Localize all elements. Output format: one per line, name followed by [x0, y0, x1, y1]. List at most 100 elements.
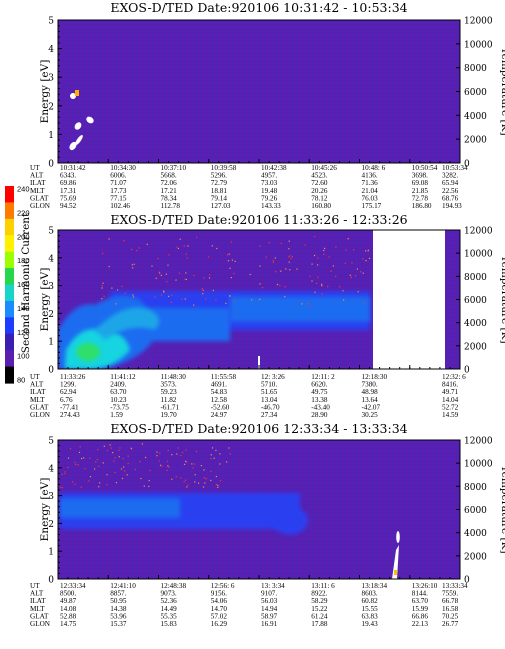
- table-cell: 6006.: [110, 172, 126, 180]
- table-cell: 14.59: [442, 411, 459, 419]
- table-cell: 77.15: [110, 194, 127, 202]
- table-cell: 62.94: [60, 388, 77, 396]
- table-cell: 274.43: [60, 411, 80, 419]
- spectrogram-speckle: [124, 292, 126, 294]
- table-row-label: GLAT: [30, 403, 49, 411]
- spectrogram-feature: [392, 545, 399, 579]
- spectrogram-speckle: [74, 461, 76, 463]
- y2-tick-label: 6000: [464, 506, 487, 516]
- spectrogram-speckle: [61, 473, 63, 475]
- table-cell: 11:33:26: [60, 373, 86, 381]
- y2-tick-label: 8000: [464, 483, 487, 493]
- spectrogram-speckle: [134, 468, 136, 471]
- spectrogram-speckle: [219, 480, 222, 482]
- y-tick-label: 2: [48, 310, 54, 320]
- spectrogram-speckle: [185, 449, 187, 451]
- table-cell: 14.49: [161, 605, 178, 613]
- table-cell: 17.31: [60, 187, 77, 195]
- spectrogram-speckle: [288, 240, 290, 242]
- spectrogram-speckle: [102, 462, 104, 464]
- table-cell: 9073.: [161, 590, 177, 598]
- table-cell: 78.34: [161, 194, 178, 202]
- panel-title: EXOS-D/TED Date:920106 11:33:26 - 12:33:…: [110, 212, 407, 227]
- spectrogram-speckle: [133, 263, 135, 265]
- y2-axis-label: Temperature [K]: [499, 47, 505, 135]
- table-cell: 14.04: [442, 396, 459, 404]
- spectrogram-speckle: [67, 457, 70, 459]
- table-cell: 4523.: [311, 172, 327, 180]
- spectrogram-speckle: [259, 298, 261, 300]
- table-cell: 14.75: [60, 620, 77, 628]
- colorbar-swatch: [5, 218, 14, 236]
- table-cell: 15.99: [412, 605, 429, 613]
- spectrogram-speckle: [328, 256, 330, 258]
- spectrogram-speckle: [317, 257, 319, 259]
- spectrogram-speckle: [74, 483, 76, 485]
- spectrogram-speckle: [176, 246, 178, 248]
- table-cell: 58.97: [261, 612, 278, 620]
- table-cell: 15.37: [110, 620, 127, 628]
- spectrogram-speckle: [323, 253, 325, 255]
- table-cell: 10:37:10: [161, 164, 187, 172]
- spectrogram-speckle: [330, 270, 332, 272]
- table-cell: 59.23: [161, 388, 178, 396]
- table-cell: -73.75: [110, 403, 129, 411]
- spectrogram-speckle: [167, 449, 169, 452]
- spectrogram-speckle: [123, 466, 125, 468]
- spectrogram-panel-3: EXOS-D/TED Date:920106 12:33:34 - 13:33:…: [30, 421, 505, 628]
- colorbar-label: Second Harmonic Current: [20, 212, 32, 353]
- spectrogram-speckle: [219, 453, 221, 455]
- spectrogram-speckle: [167, 460, 169, 462]
- spectrogram-speckle: [110, 447, 112, 449]
- spectrogram-speckle: [101, 287, 103, 289]
- spectrogram-speckle: [95, 461, 97, 463]
- table-cell: 6343.: [60, 172, 76, 180]
- spectrogram-speckle: [102, 282, 104, 284]
- spectrogram-speckle: [217, 486, 219, 488]
- spectrogram-speckle: [79, 446, 81, 448]
- spectrogram-speckle: [101, 252, 104, 254]
- table-row-label: GLON: [30, 411, 51, 419]
- spectrogram-speckle: [301, 303, 303, 305]
- table-row-label: MLT: [30, 187, 45, 195]
- spectrogram-image: [58, 230, 460, 369]
- spectrogram-speckle: [185, 278, 187, 281]
- spectrogram-speckle: [203, 469, 205, 471]
- spectrogram-speckle: [171, 478, 173, 480]
- table-cell: 3573.: [161, 381, 177, 389]
- spectrogram-speckle: [288, 248, 290, 250]
- spectrogram-speckle: [127, 462, 129, 465]
- table-cell: 11:48:30: [161, 373, 187, 381]
- spectrogram-speckle: [215, 483, 217, 486]
- spectrogram-speckle: [230, 277, 232, 279]
- spectrogram-speckle: [198, 482, 200, 484]
- table-row-label: MLT: [30, 605, 45, 613]
- spectrogram-speckle: [296, 268, 298, 270]
- table-row-label: UT: [30, 164, 40, 172]
- y-tick-label: 5: [48, 437, 54, 447]
- spectrogram-speckle: [168, 466, 170, 468]
- table-cell: 51.65: [261, 388, 278, 396]
- spectrogram-speckle: [157, 258, 159, 260]
- spectrogram-speckle: [81, 457, 83, 460]
- spectrogram-speckle: [219, 463, 221, 465]
- spectrogram-feature: [394, 570, 397, 575]
- spectrogram-speckle: [357, 291, 359, 293]
- spectrogram-speckle: [231, 259, 233, 261]
- spectrogram-speckle: [124, 470, 126, 472]
- spectrogram-speckle: [210, 458, 212, 460]
- table-cell: 71.07: [110, 179, 127, 187]
- spectrogram-speckle: [259, 265, 261, 267]
- data-gap: [373, 230, 445, 369]
- table-cell: 194.93: [442, 202, 462, 210]
- spectrogram-speckle: [136, 249, 138, 252]
- table-cell: 13:33:34: [442, 582, 468, 590]
- colorbar-tick-label: 180: [17, 256, 30, 265]
- spectrogram-speckle: [289, 269, 291, 271]
- spectrogram-speckle: [202, 289, 204, 291]
- y-tick-label: 4: [48, 464, 54, 474]
- spectrogram-speckle: [167, 465, 169, 467]
- table-cell: 72.06: [161, 179, 178, 187]
- y2-tick-label: 10000: [464, 460, 493, 470]
- spectrogram-speckle: [84, 467, 86, 470]
